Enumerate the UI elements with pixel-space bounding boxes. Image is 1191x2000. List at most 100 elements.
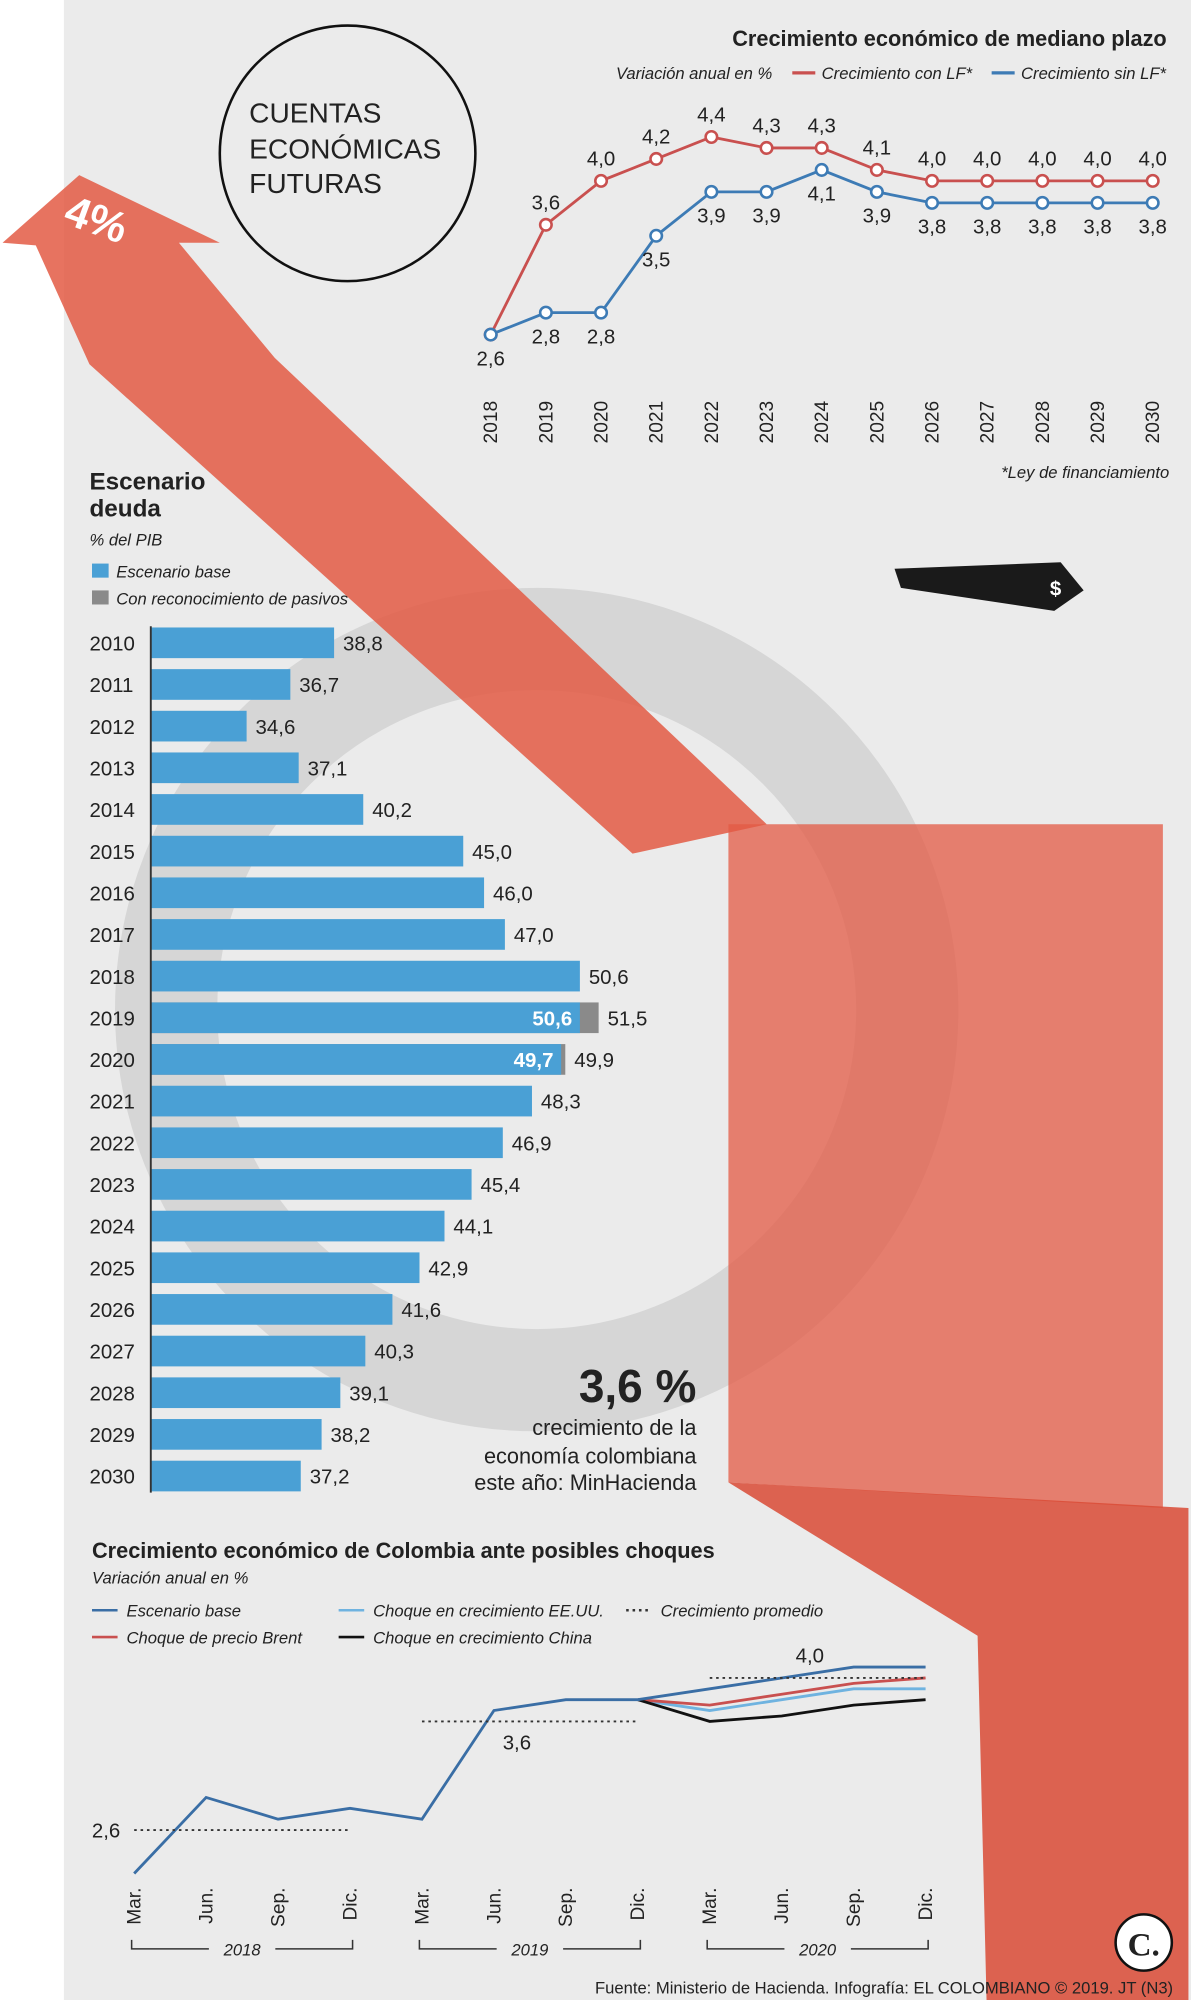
data-label: 34,6: [256, 716, 296, 739]
year-bracket: [706, 1939, 929, 1950]
group-label: 2018: [223, 1940, 262, 1959]
x-tick-label: 2028: [1033, 401, 1054, 444]
y-tick-label: 2025: [89, 1257, 134, 1280]
x-tick-label: Sep.: [556, 1888, 577, 1927]
point: [483, 327, 498, 342]
data-label: 48,3: [541, 1091, 581, 1114]
data-label: 3,8: [1083, 216, 1111, 239]
data-label: 4,0: [973, 148, 1001, 171]
y-tick-label: 2015: [89, 841, 134, 864]
data-label: 39,1: [349, 1382, 389, 1405]
data-label: 4,0: [1028, 148, 1056, 171]
data-label: 47,0: [514, 924, 554, 947]
x-tick-label: Mar.: [412, 1888, 433, 1925]
line-series: [637, 1687, 926, 1712]
y-tick-label: 2030: [89, 1466, 134, 1489]
header-line: FUTURAS: [249, 168, 382, 199]
x-tick-label: 2025: [867, 401, 888, 444]
bar: [150, 1377, 341, 1409]
point: [649, 228, 664, 243]
ribbon-bottom: [728, 1482, 1189, 2000]
x-tick-label: 2023: [757, 401, 778, 444]
legend-label: Escenario base: [127, 1602, 241, 1621]
bar: [150, 1002, 580, 1034]
data-label: 2,8: [532, 325, 560, 348]
x-tick-label: Mar.: [700, 1888, 721, 1925]
bar: [150, 1044, 562, 1075]
legend-label: Crecimiento promedio: [661, 1602, 823, 1621]
y-tick-label: 2028: [89, 1382, 134, 1405]
point: [649, 151, 664, 166]
point: [814, 140, 829, 155]
data-label: 41,6: [401, 1299, 441, 1322]
x-tick-label: Mar.: [125, 1888, 146, 1925]
x-tick-label: 2019: [536, 401, 557, 444]
ribbon-block: [728, 824, 1163, 1508]
bar: [150, 1127, 503, 1159]
bar: [150, 1169, 472, 1200]
bar: [150, 835, 464, 867]
annotation-line: crecimiento de la: [532, 1415, 697, 1440]
x-tick-label: 2024: [812, 400, 833, 443]
y-tick-label: 2022: [89, 1132, 134, 1155]
tie-label: $: [1050, 578, 1062, 601]
legend-label: Escenario base: [116, 563, 230, 582]
bar: [150, 1252, 420, 1284]
data-label: 2,6: [92, 1820, 120, 1843]
point: [1145, 195, 1160, 210]
data-label: 4,0: [796, 1645, 824, 1668]
y-tick-label: 2027: [89, 1341, 134, 1364]
x-tick-label: Jun.: [772, 1888, 793, 1924]
legend-label: Crecimiento con LF*: [822, 64, 973, 83]
logo-circle: [1114, 1913, 1174, 1972]
chart-title: deuda: [89, 495, 161, 522]
bar: [150, 794, 364, 825]
bar: [150, 1294, 393, 1325]
data-label: 45,0: [472, 841, 512, 864]
data-label: 4,0: [918, 148, 946, 171]
bar: [150, 669, 291, 700]
bar: [150, 1419, 322, 1450]
y-tick-label: 2011: [89, 674, 133, 697]
data-label: 4,0: [1139, 148, 1167, 171]
data-label: 38,8: [343, 632, 383, 655]
data-label: 3,8: [1139, 216, 1167, 239]
data-label: 4,1: [808, 183, 836, 206]
tie: [894, 562, 1084, 611]
point: [538, 217, 553, 232]
x-tick-label: Sep.: [268, 1888, 289, 1927]
data-label: 2,8: [587, 325, 615, 348]
data-label: 4,3: [752, 115, 780, 138]
data-label: 2,6: [477, 347, 505, 370]
year-bracket: [418, 1939, 642, 1950]
legend-label: Crecimiento sin LF*: [1021, 64, 1166, 83]
annotation-value: 3,6 %: [579, 1360, 697, 1412]
legend-label: Choque en crecimiento EE.UU.: [373, 1602, 604, 1621]
x-tick-label: Sep.: [844, 1888, 865, 1927]
chart-title: Crecimiento económico de Colombia ante p…: [92, 1538, 715, 1563]
point: [538, 305, 553, 320]
data-label: 42,9: [428, 1257, 468, 1280]
data-label: 44,1: [453, 1216, 493, 1239]
title-circle: [218, 24, 477, 283]
chart-subtitle: % del PIB: [89, 531, 162, 550]
point: [759, 184, 774, 199]
x-tick-label: Jun.: [197, 1888, 218, 1924]
bar: [150, 1335, 366, 1367]
bar: [150, 960, 580, 992]
data-label: 3,8: [973, 216, 1001, 239]
group-label: 2020: [798, 1940, 837, 1959]
data-label: 3,8: [918, 216, 946, 239]
chart-subtitle: Variación anual en %: [92, 1568, 249, 1587]
point: [1035, 173, 1050, 188]
chart-subtitle: Variación anual en %: [616, 64, 773, 83]
bar: [150, 877, 485, 909]
y-tick-label: 2019: [89, 1007, 134, 1030]
legend-swatch: [92, 563, 109, 578]
data-label: 3,9: [752, 205, 780, 228]
point: [980, 173, 995, 188]
point: [869, 162, 884, 177]
data-label: 40,3: [374, 1341, 414, 1364]
chart-title: Escenario: [89, 468, 205, 495]
data-label: 45,4: [481, 1174, 521, 1197]
